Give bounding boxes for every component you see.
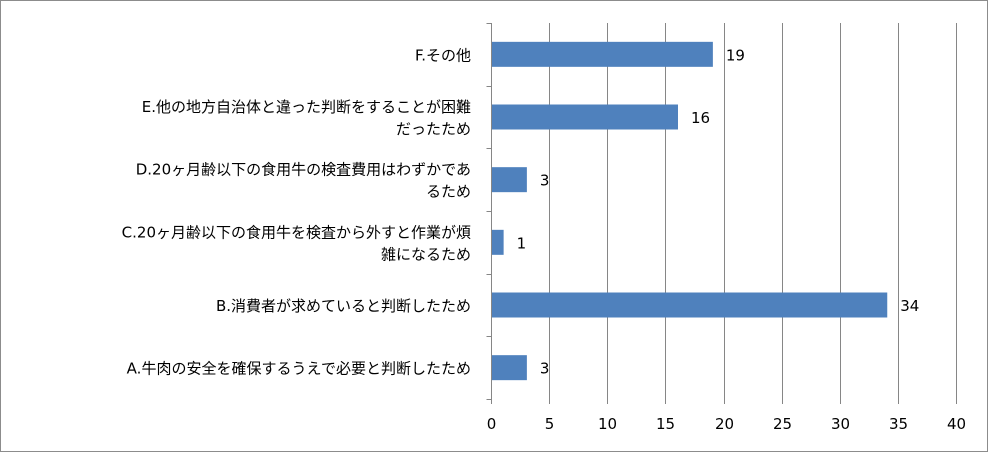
bar-1 <box>492 104 678 130</box>
labels: 0 5 10 15 20 25 30 35 40 19 F.その他 16 E.他の地方自治体と違った判断… <box>122 46 966 433</box>
category-label-line: A.牛肉の安全を確保するうえで必要と判断したため <box>127 360 471 378</box>
bar-0 <box>492 41 713 67</box>
data-label-4: 34 <box>900 297 919 315</box>
category-label-line: だったため <box>396 120 471 138</box>
category-label-line: B.消費者が求めていると判断したため <box>216 297 471 315</box>
category-label-0: F.その他 <box>415 46 471 64</box>
data-label-2: 3 <box>540 172 550 190</box>
axes <box>486 23 957 404</box>
category-label-line: るため <box>426 183 471 201</box>
category-label-3: C.20ヶ月齢以下の食用牛を検査から外すと作業が煩雑になるため <box>122 223 471 263</box>
x-tick-label-0: 0 <box>487 415 497 433</box>
x-tick-label-40: 40 <box>947 415 966 433</box>
x-tick-label-35: 35 <box>889 415 908 433</box>
bar-5 <box>492 355 527 381</box>
category-label-4: B.消費者が求めていると判断したため <box>216 297 471 315</box>
category-label-line: F.その他 <box>415 46 471 64</box>
category-label-line: 雑になるため <box>381 245 471 263</box>
bar-2 <box>492 167 527 193</box>
bar-4 <box>492 292 888 318</box>
category-label-1: E.他の地方自治体と違った判断をすることが困難だったため <box>142 98 471 138</box>
category-label-line: E.他の地方自治体と違った判断をすることが困難 <box>142 98 471 116</box>
x-tick-label-20: 20 <box>715 415 734 433</box>
data-label-5: 3 <box>540 360 550 378</box>
gridlines <box>549 23 957 399</box>
category-label-2: D.20ヶ月齢以下の食用牛の検査費用はわずかであるため <box>136 161 471 201</box>
x-tick-label-30: 30 <box>831 415 850 433</box>
category-label-line: C.20ヶ月齢以下の食用牛を検査から外すと作業が煩 <box>122 223 471 241</box>
data-label-1: 16 <box>691 109 710 127</box>
category-label-5: A.牛肉の安全を確保するうえで必要と判断したため <box>127 360 471 378</box>
data-label-3: 1 <box>517 234 527 252</box>
x-tick-label-15: 15 <box>656 415 675 433</box>
category-label-line: D.20ヶ月齢以下の食用牛の検査費用はわずかであ <box>136 161 471 179</box>
x-tick-label-25: 25 <box>773 415 792 433</box>
x-tick-label-5: 5 <box>545 415 555 433</box>
bar-3 <box>492 229 504 255</box>
x-tick-label-10: 10 <box>598 415 617 433</box>
data-label-0: 19 <box>726 46 745 64</box>
bars <box>492 41 888 381</box>
